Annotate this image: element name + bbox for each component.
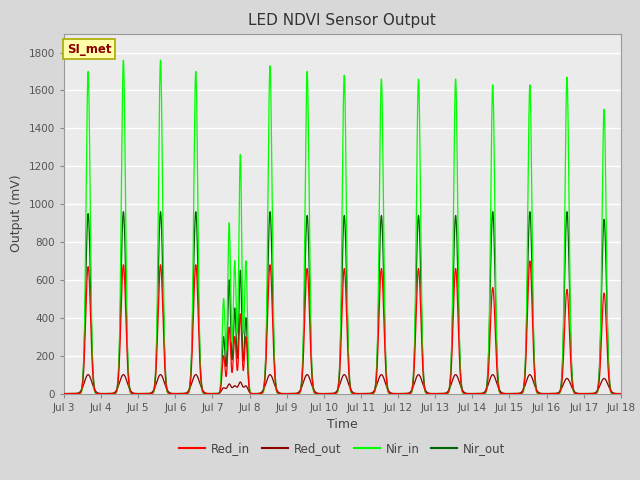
Line: Nir_out: Nir_out [64,212,621,394]
Red_out [559,381,567,387]
Nir_out [544,391,552,396]
Legend: Red_in, Red_out, Nir_in, Nir_out: Red_in, Red_out, Nir_in, Nir_out [175,437,510,460]
Red_out [60,391,68,396]
Red_in [526,258,534,264]
Nir_in [616,391,623,396]
Nir_out [559,334,567,339]
Red_in [60,391,68,396]
Red_in [415,273,423,279]
Title: LED NDVI Sensor Output: LED NDVI Sensor Output [248,13,436,28]
Y-axis label: Output (mV): Output (mV) [10,175,23,252]
Red_out [310,388,318,394]
Red_in [617,391,625,396]
Red_in [609,391,617,396]
Red_in [310,389,318,395]
Nir_out [60,391,68,396]
Nir_in [310,390,318,396]
Red_out [84,372,92,378]
Nir_out [563,209,571,215]
Nir_out [616,391,623,396]
Nir_out [415,223,423,229]
Nir_in [559,326,567,332]
Text: SI_met: SI_met [67,43,111,56]
Red_out [544,391,552,396]
Nir_in [415,104,423,110]
Line: Nir_in: Nir_in [64,60,621,394]
Nir_in [60,391,68,396]
Red_in [559,357,567,363]
Red_in [616,391,623,396]
Nir_out [617,391,625,396]
Red_out [609,390,617,396]
Nir_in [120,57,127,63]
Nir_in [617,391,625,396]
Red_out [616,391,623,396]
Line: Red_in: Red_in [64,261,621,394]
Line: Red_out: Red_out [64,375,621,394]
Red_out [415,372,423,378]
Red_out [617,391,625,396]
Red_in [544,391,552,396]
Nir_in [609,391,617,396]
X-axis label: Time: Time [327,418,358,431]
Nir_out [609,391,617,396]
Nir_in [544,391,552,396]
Nir_out [310,389,318,395]
